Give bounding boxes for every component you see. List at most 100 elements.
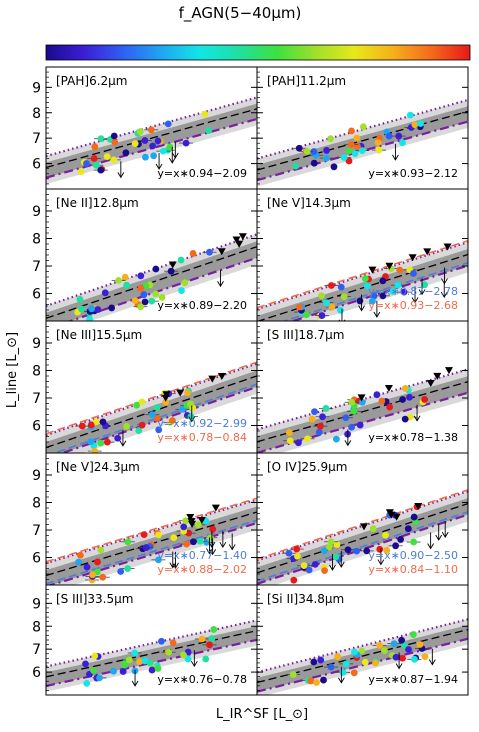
data-point xyxy=(154,137,162,145)
triangle-point xyxy=(197,516,206,524)
y-tick-label: 7 xyxy=(32,642,41,658)
dashdot-line xyxy=(67,256,257,321)
data-point xyxy=(379,292,387,300)
upper-limit-arrow xyxy=(171,141,179,159)
data-point xyxy=(374,139,382,146)
data-point xyxy=(305,566,313,574)
data-point xyxy=(137,303,144,311)
panel-9: 6 7 8 9 [S III]33.5μm y=x∗0.76−0.78 xyxy=(32,584,258,696)
data-point xyxy=(122,149,130,157)
data-point xyxy=(77,168,85,176)
upper-limit-arrow xyxy=(190,650,198,668)
fit-line-blue xyxy=(51,383,257,453)
triangle-point xyxy=(211,504,220,512)
data-point xyxy=(101,289,109,297)
data-point xyxy=(322,405,330,412)
data-point xyxy=(177,256,185,264)
panel-6: [S III]18.7μm y=x∗0.78−1.38 xyxy=(256,320,469,454)
data-point xyxy=(350,648,358,656)
data-point xyxy=(148,411,156,419)
data-point xyxy=(310,148,318,155)
y-tick-label: 9 xyxy=(32,80,41,96)
triangle-point xyxy=(444,367,453,375)
y-tick-label: 8 xyxy=(32,496,41,512)
dotted-line xyxy=(257,98,468,160)
upper-limit-arrow xyxy=(219,531,227,549)
data-point xyxy=(381,647,388,654)
data-point xyxy=(392,653,400,661)
y-tick-label: 6 xyxy=(32,157,41,173)
y-tick-label: 8 xyxy=(32,106,41,122)
dashdot-line xyxy=(46,638,257,688)
data-point xyxy=(111,138,119,146)
upper-limit-arrow xyxy=(344,429,352,447)
fit-equation: y=x∗0.88−2.02 xyxy=(157,563,247,576)
data-point xyxy=(121,273,129,281)
fit-equation: y=x∗0.89−2.20 xyxy=(157,299,247,312)
data-point xyxy=(140,291,148,299)
y-tick-label: 7 xyxy=(32,131,41,147)
triangle-point xyxy=(392,513,401,521)
data-point xyxy=(421,281,429,289)
data-point xyxy=(115,276,123,284)
triangle-point xyxy=(443,243,452,251)
data-point xyxy=(351,150,359,157)
data-point xyxy=(317,656,325,664)
panel-1: 6 7 8 9 [PAH]6.2μm y=x∗0.94−2.09 xyxy=(32,66,258,190)
data-point xyxy=(137,284,145,292)
panel-title: [Ne V]24.3μm xyxy=(56,460,140,474)
data-point xyxy=(333,541,341,548)
data-point xyxy=(344,546,352,554)
data-point xyxy=(210,626,218,633)
upper-limit-arrow xyxy=(217,270,224,288)
data-point xyxy=(83,160,90,167)
data-point xyxy=(124,538,132,546)
y-tick-label: 8 xyxy=(32,232,41,248)
data-point xyxy=(389,288,397,295)
data-point xyxy=(421,653,429,661)
upper-limit-arrow xyxy=(435,524,443,541)
data-point xyxy=(310,159,318,167)
panel-title: [S III]18.7μm xyxy=(267,328,344,342)
data-point xyxy=(397,536,405,543)
data-point xyxy=(206,248,213,256)
upper-limit-arrow xyxy=(337,551,345,568)
data-point xyxy=(182,139,190,147)
data-point xyxy=(311,560,319,568)
fit-equation: y=x∗0.87−2.78 xyxy=(368,285,458,298)
triangle-point xyxy=(368,266,377,274)
fit-equation: y=x∗0.90−2.50 xyxy=(368,549,458,562)
data-point xyxy=(290,576,298,584)
data-point xyxy=(345,157,353,165)
y-tick-label: 6 xyxy=(32,551,41,567)
upper-limit-arrow xyxy=(329,554,336,571)
y-tick-label: 8 xyxy=(32,364,41,380)
data-point xyxy=(410,513,418,521)
upper-limit-arrow xyxy=(395,652,403,670)
fit-equation: y=x∗0.77−1.40 xyxy=(157,549,247,562)
fit-line-red xyxy=(46,497,257,563)
panel-title: [Ne III]15.5μm xyxy=(56,328,142,342)
data-point xyxy=(348,423,355,431)
data-point xyxy=(383,546,391,554)
data-point xyxy=(108,304,116,312)
dotted-line xyxy=(257,368,468,431)
data-point xyxy=(123,281,131,289)
panel-title: [Ne V]14.3μm xyxy=(267,196,351,210)
panel-grid: 6 7 8 9 [PAH]6.2μm y=x∗0.94−2.09 [PAH]11.2μm y=… xyxy=(32,66,469,696)
data-point xyxy=(206,641,213,649)
data-point xyxy=(342,660,350,668)
data-point xyxy=(91,143,99,151)
data-point xyxy=(337,306,344,314)
data-point xyxy=(417,120,424,127)
upper-limit-arrow xyxy=(209,538,217,556)
data-point xyxy=(318,292,325,300)
data-point xyxy=(401,385,409,392)
triangle-point xyxy=(208,375,217,383)
data-point xyxy=(327,663,335,671)
upper-limit-arrow xyxy=(228,533,236,551)
data-point xyxy=(345,147,353,155)
data-point xyxy=(164,120,172,128)
data-point xyxy=(178,287,185,294)
y-tick-label: 9 xyxy=(32,204,41,220)
